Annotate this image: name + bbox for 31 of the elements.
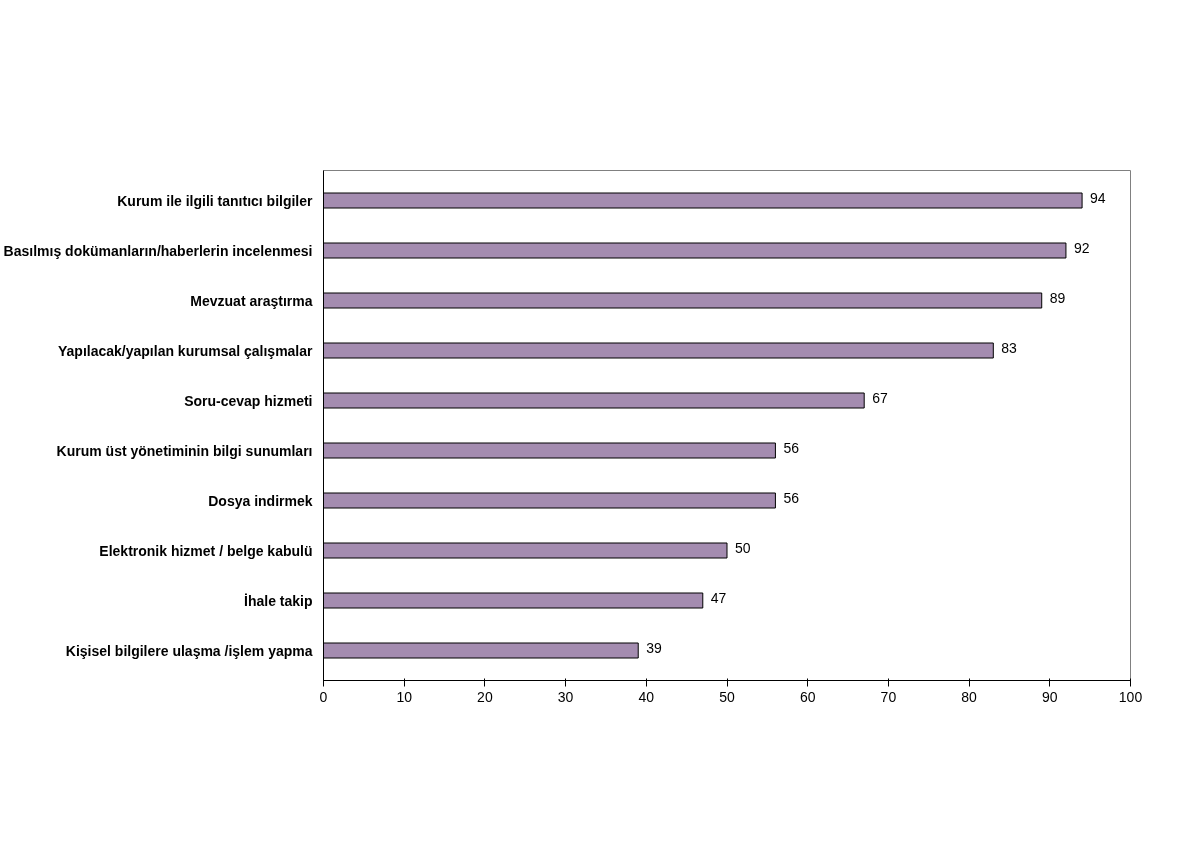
data-label: 56 <box>783 439 800 456</box>
x-tick-label: 40 <box>638 688 655 705</box>
data-label: 39 <box>646 639 663 656</box>
y-tick-label: Elektronik hizmet / belge kabulü <box>99 542 313 559</box>
data-label: 50 <box>735 539 751 556</box>
x-tick-label: 80 <box>961 688 978 705</box>
y-tick-label: Kişisel bilgilere ulaşma /işlem yapma <box>65 642 313 659</box>
x-tick-label: 10 <box>396 688 413 705</box>
data-label: 56 <box>783 489 800 506</box>
y-tick-label: Yapılacak/yapılan kurumsal çalışmalar <box>58 342 314 359</box>
y-tick-label: Basılmış dokümanların/haberlerin incelenmesi <box>3 242 313 259</box>
y-tick-label: Soru-cevap hizmeti <box>184 392 313 409</box>
y-tick-label: Dosya indirmek <box>208 492 313 509</box>
y-tick-label: Kurum ile ilgili tanıtıcı bilgiler <box>117 192 314 209</box>
data-label: 83 <box>1001 339 1018 356</box>
x-tick-label: 90 <box>1042 688 1058 705</box>
x-tick-label: 20 <box>477 688 493 705</box>
x-tick-label: 50 <box>719 688 735 705</box>
y-tick-label: Mevzuat araştırma <box>190 292 313 309</box>
data-label: 47 <box>710 589 727 606</box>
data-label: 94 <box>1090 189 1106 206</box>
x-tick-label: 0 <box>319 688 328 705</box>
data-label: 92 <box>1073 239 1090 256</box>
x-tick-label: 60 <box>799 688 816 705</box>
x-tick-label: 100 <box>1118 688 1143 705</box>
data-label: 89 <box>1049 289 1066 306</box>
x-tick-label: 70 <box>880 688 897 705</box>
y-tick-label: Kurum üst yönetiminin bilgi sunumları <box>56 442 313 459</box>
data-label: 67 <box>872 389 888 406</box>
y-tick-label: İhale takip <box>244 592 313 609</box>
x-tick-label: 30 <box>557 688 574 705</box>
